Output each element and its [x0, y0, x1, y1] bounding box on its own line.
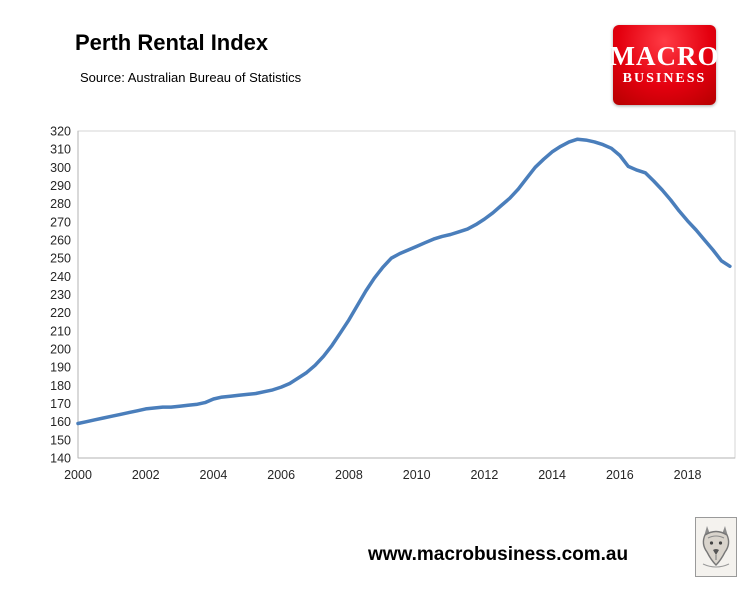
y-tick-label: 170	[50, 397, 71, 411]
y-tick-label: 260	[50, 234, 71, 248]
y-tick-label: 150	[50, 433, 71, 447]
x-tick-label: 2018	[674, 468, 702, 482]
wolf-icon	[702, 526, 730, 568]
y-tick-label: 300	[50, 161, 71, 175]
y-tick-label: 220	[50, 306, 71, 320]
y-tick-label: 140	[50, 452, 71, 466]
y-tick-label: 200	[50, 343, 71, 357]
x-tick-label: 2014	[538, 468, 566, 482]
y-tick-label: 250	[50, 252, 71, 266]
macrobusiness-logo: MACRO BUSINESS	[610, 25, 719, 105]
y-tick-label: 290	[50, 179, 71, 193]
footer-website-url: www.macrobusiness.com.au	[368, 544, 629, 565]
y-tick-label: 230	[50, 288, 71, 302]
wolf-logo	[695, 517, 737, 577]
x-tick-label: 2012	[470, 468, 498, 482]
x-tick-label: 2004	[200, 468, 228, 482]
x-tick-label: 2010	[403, 468, 431, 482]
rental-index-chart: 320 310 300 290 280 270 260 250 240 230 220 210 200 1…	[30, 120, 745, 495]
y-tick-label: 270	[50, 215, 71, 229]
y-tick-label: 280	[50, 197, 71, 211]
y-tick-label: 320	[50, 125, 71, 139]
y-tick-label: 240	[50, 270, 71, 284]
rental-index-line	[76, 137, 732, 426]
macrobusiness-logo-line2: BUSINESS	[622, 70, 707, 86]
y-tick-label: 190	[50, 361, 71, 375]
x-tick-label: 2006	[267, 468, 295, 482]
macrobusiness-logo-line1: MACRO	[609, 40, 720, 71]
x-tick-label: 2000	[64, 468, 92, 482]
y-tick-label: 210	[50, 324, 71, 338]
x-tick-label: 2016	[606, 468, 634, 482]
rental-chart-svg: 320 310 300 290 280 270 260 250 240 230 220 210 200 1…	[50, 125, 736, 482]
x-tick-label: 2002	[132, 468, 160, 482]
x-tick-label: 2008	[335, 468, 363, 482]
y-tick-label: 160	[50, 415, 71, 429]
chart-source: Source: Australian Bureau of Statistics	[80, 70, 302, 85]
y-tick-label: 310	[50, 143, 71, 157]
chart-title: Perth Rental Index	[75, 30, 269, 55]
y-tick-label: 180	[50, 379, 71, 393]
plot-area	[77, 130, 736, 459]
